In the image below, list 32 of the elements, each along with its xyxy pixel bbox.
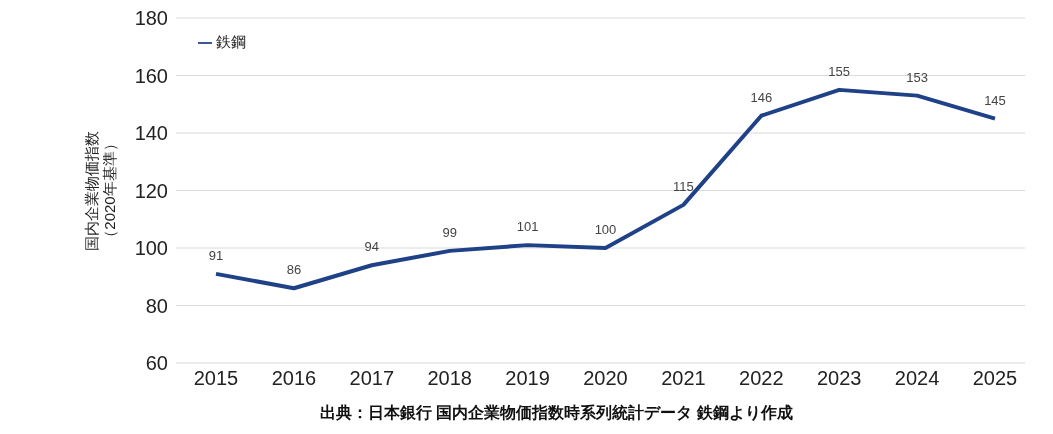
x-tick-label: 2024	[894, 367, 940, 390]
x-tick-label: 2016	[271, 367, 317, 390]
y-tick-label: 140	[134, 122, 168, 145]
data-label: 153	[906, 69, 928, 85]
data-label: 115	[673, 178, 694, 194]
x-tick-label: 2023	[816, 367, 862, 390]
y-tick-label: 180	[134, 7, 168, 30]
data-label: 100	[594, 222, 617, 237]
y-tick-label: 160	[134, 64, 168, 87]
y-tick-label: 80	[145, 294, 168, 317]
x-tick-label: 2015	[193, 367, 239, 390]
data-label: 86	[286, 262, 302, 278]
data-label: 146	[750, 89, 773, 105]
x-tick-label: 2017	[349, 367, 395, 390]
y-tick-label: 120	[134, 179, 168, 202]
x-tick-label: 2020	[583, 367, 628, 390]
y-tick-label: 60	[145, 352, 168, 375]
x-tick-label: 2019	[505, 367, 550, 390]
data-label: 94	[364, 239, 380, 255]
x-tick-label: 2018	[427, 367, 472, 390]
data-label: 155	[828, 63, 851, 79]
legend-label: 鉄鋼	[216, 33, 246, 50]
x-tick-label: 2025	[972, 367, 1018, 390]
data-label: 99	[442, 224, 457, 240]
x-tick-label: 2021	[661, 367, 706, 390]
y-axis-title: 国内企業物価指数（2020年基準）	[83, 130, 118, 251]
source-note: 出典：日本銀行 国内企業物価指数時系列統計データ 鉄鋼より作成	[319, 403, 794, 423]
data-label: 101	[516, 219, 539, 235]
data-label: 145	[984, 92, 1006, 108]
data-label: 91	[208, 247, 224, 263]
x-tick-label: 2022	[739, 367, 784, 390]
y-tick-label: 100	[134, 237, 168, 260]
